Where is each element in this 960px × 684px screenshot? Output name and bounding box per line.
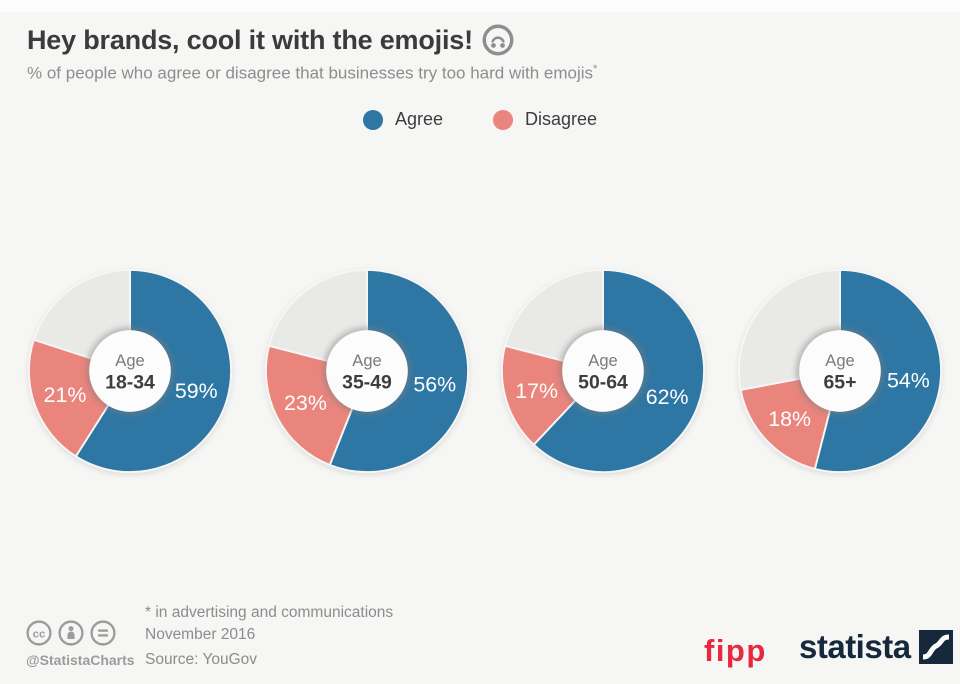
center-label-age: Age <box>589 351 618 370</box>
footnote-block: * in advertising and communications Nove… <box>145 602 393 646</box>
slice-value-label-agree: 59% <box>175 379 218 403</box>
top-margin-strip <box>0 0 960 12</box>
legend-label-agree: Agree <box>394 109 443 129</box>
legend-item-disagree: Disagree <box>493 109 597 130</box>
legend-item-agree: Agree <box>362 109 443 130</box>
slice-value-label-disagree: 23% <box>284 391 327 415</box>
footnote-marker: * <box>593 63 598 75</box>
center-label-range: 18-34 <box>105 372 155 394</box>
center-label-age: Age <box>115 351 144 370</box>
donut-hole <box>799 330 881 412</box>
donut-chart-age-65+: 54% 18% Age 65+ <box>735 266 945 476</box>
slice-value-label-agree: 54% <box>887 368 930 392</box>
center-label-range: 35-49 <box>342 372 392 394</box>
slice-value-label-agree: 56% <box>413 373 456 397</box>
statista-wave-icon <box>918 630 953 664</box>
center-label-range: 65+ <box>823 372 856 394</box>
no-derivatives-equals-icon <box>90 620 116 646</box>
creative-commons-icon: cc <box>26 620 52 646</box>
fipp-logo: fipp <box>704 633 767 668</box>
slice-value-label-disagree: 18% <box>768 407 811 431</box>
svg-text:cc: cc <box>33 628 46 640</box>
donut-chart-age-18-34: 59% 21% Age 18-34 <box>25 266 235 476</box>
header: Hey brands, cool it with the emojis! % o… <box>27 24 597 84</box>
page-title: Hey brands, cool it with the emojis! <box>27 24 473 55</box>
legend-label-disagree: Disagree <box>525 109 598 129</box>
license-icons: cc <box>26 620 116 646</box>
statista-wordmark: statista <box>799 628 911 665</box>
center-label-age: Age <box>352 351 381 370</box>
slice-value-label-agree: 62% <box>646 385 689 409</box>
upside-down-face-icon <box>482 24 514 56</box>
agree-color-dot <box>362 109 383 130</box>
source-text: Source: YouGov <box>145 651 258 668</box>
chart-subtitle: % of people who agree or disagree that b… <box>27 63 597 84</box>
footnote-text: * in advertising and communications <box>145 604 394 621</box>
center-label-age: Age <box>825 351 854 370</box>
donut-hole <box>562 330 645 412</box>
donut-chart-age-50-64: 62% 17% Age 50-64 <box>498 266 708 476</box>
donut-hole <box>325 330 408 412</box>
slice-value-label-disagree: 21% <box>44 383 87 407</box>
donut-hole <box>89 330 171 412</box>
statista-charts-handle: @StatistaCharts <box>26 652 135 668</box>
center-label-range: 50-64 <box>578 372 628 394</box>
statista-logo: statista <box>799 628 953 666</box>
subtitle-text: % of people who agree or disagree that b… <box>27 63 594 83</box>
legend: Agree Disagree <box>0 109 960 130</box>
charts-row: 59% 21% Age 18-34 56% 23% Age 35-49 62% 17% Age 50-… <box>25 266 945 476</box>
slice-value-label-disagree: 17% <box>516 379 559 403</box>
disagree-color-dot <box>493 109 513 130</box>
donut-chart-age-35-49: 56% 23% Age 35-49 <box>262 266 472 476</box>
date-text: November 2016 <box>145 626 256 643</box>
attribution-person-icon <box>58 620 84 646</box>
